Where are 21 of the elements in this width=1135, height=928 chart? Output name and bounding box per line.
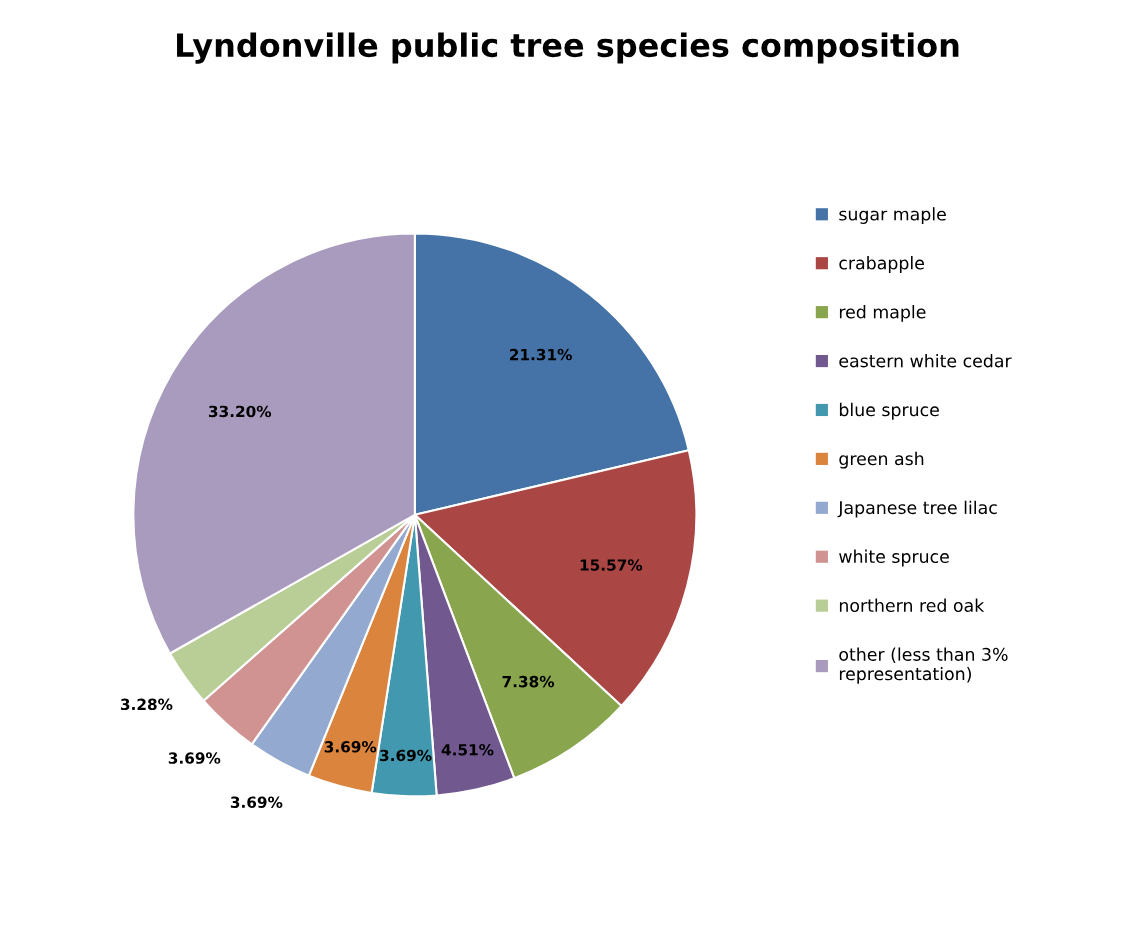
legend-label: Japanese tree lilac [837,500,997,518]
legend-label: white spruce [839,549,949,567]
data-label: 33.20% [208,405,272,418]
legend-label: red maple [839,305,926,322]
chart-title: Lyndonville public tree species composition [177,32,959,64]
legend-label: sugar maple [839,207,946,224]
legend-label: blue spruce [839,402,939,420]
data-label: 3.69% [168,752,221,764]
data-label: 3.69% [230,796,283,808]
data-label: 3.28% [120,698,173,711]
legend-label: green ash [839,451,924,469]
legend-label: other (less than 3% representation) [839,647,1008,684]
data-label: 3.69% [324,741,377,753]
data-label: 7.38% [502,675,555,688]
data-label: 15.57% [580,559,643,571]
data-label: 21.31% [509,348,572,361]
legend-label: eastern white cedar [839,353,1012,368]
legend-label: northern red oak [839,598,985,612]
data-label: 3.69% [380,749,432,762]
legend-label: crabapple [839,256,924,273]
data-label: 4.51% [441,744,494,756]
